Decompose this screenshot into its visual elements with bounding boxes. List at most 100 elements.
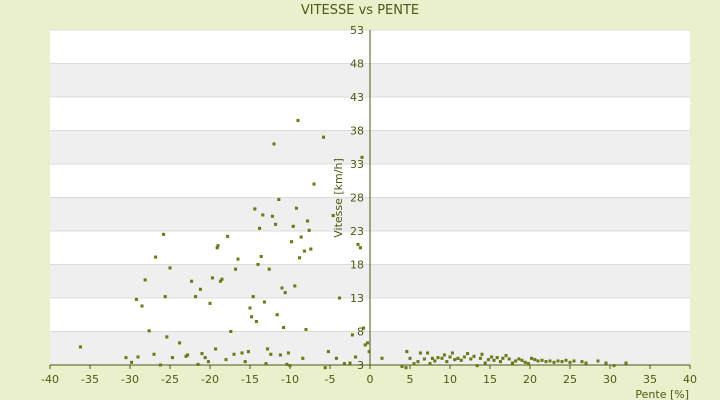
y-tick-label: 38 [350,125,364,138]
data-point [544,360,548,364]
data-point [290,240,294,244]
x-tick-label: 30 [603,373,617,386]
data-point [306,219,310,223]
data-point [526,362,530,366]
data-point [162,232,166,236]
data-point [254,319,258,323]
x-tick-label: 5 [407,373,414,386]
data-point [232,352,236,356]
data-point [226,234,230,238]
data-point [426,351,430,355]
y-tick-label: 43 [350,91,364,104]
data-point [596,359,600,363]
data-point [312,182,316,186]
data-point [478,356,482,360]
data-point [234,267,238,271]
data-point [486,358,490,362]
data-point [530,356,534,360]
data-point [256,263,260,267]
data-point [178,341,182,345]
x-tick-label: -30 [121,373,139,386]
x-tick-label: 25 [563,373,577,386]
data-point [243,360,247,364]
data-point [78,345,82,349]
data-point [433,359,437,363]
data-point [418,351,422,355]
data-point [208,301,212,305]
data-point [358,246,362,250]
y-tick-label: 8 [357,326,364,339]
x-axis-label: Pente [%] [635,388,689,400]
data-point [154,255,158,259]
x-tick-label: -10 [281,373,299,386]
data-point [366,341,370,345]
data-point [253,207,257,211]
data-point [362,326,366,330]
data-point [448,355,452,359]
data-point [190,279,194,283]
chart-title: VITESSE vs PENTE [301,3,419,18]
data-point [280,286,284,290]
data-point [334,356,338,360]
y-tick-label: 28 [350,192,364,205]
data-point [323,366,327,370]
x-tick-label: 35 [643,373,657,386]
data-point [404,366,408,370]
data-point [466,352,470,356]
data-point [186,353,190,357]
y-axis-label: Vitesse [km/h] [332,158,345,238]
data-point [267,267,271,271]
data-point [348,361,352,365]
data-point [604,361,608,365]
data-point [246,350,250,354]
data-point [152,352,156,356]
data-point [450,351,454,355]
data-point [580,360,584,364]
x-tick-labels: -40 -35 -30 -25 -20 -15 -10 -5 0 5 10 15 20 25 30 35 40 [41,365,697,386]
data-point [200,352,204,356]
data-point [523,360,527,364]
data-point [218,279,222,283]
data-points [78,118,628,370]
data-point [456,356,460,360]
data-point [216,244,220,248]
data-point [514,359,518,363]
data-point [412,362,416,366]
data-point [498,360,502,364]
y-tick-label: 53 [350,24,364,37]
data-point [270,214,274,218]
data-point [568,360,572,364]
x-tick-label: 10 [443,373,457,386]
data-point [274,222,278,226]
data-point [272,142,276,146]
data-point [422,357,426,361]
data-point [269,352,273,356]
data-point [462,355,466,359]
y-tick-label: 18 [350,259,364,272]
data-point [147,329,151,333]
data-point [251,295,255,299]
x-tick-label: -20 [201,373,219,386]
data-point [196,362,200,366]
data-point [405,350,409,354]
data-point [259,254,263,258]
data-point [203,356,207,360]
data-point [283,291,287,295]
data-point [296,118,300,122]
data-point [206,360,210,364]
data-point [229,330,233,334]
data-point [224,358,228,362]
y-tick-label: 48 [350,58,364,71]
data-point [294,206,298,210]
data-point [356,242,360,246]
data-point [266,347,270,351]
y-tick-label: 33 [350,158,364,171]
data-point [262,300,266,304]
x-tick-label: 40 [683,373,697,386]
data-point [304,327,308,331]
data-point [338,296,342,300]
data-point [472,354,476,358]
